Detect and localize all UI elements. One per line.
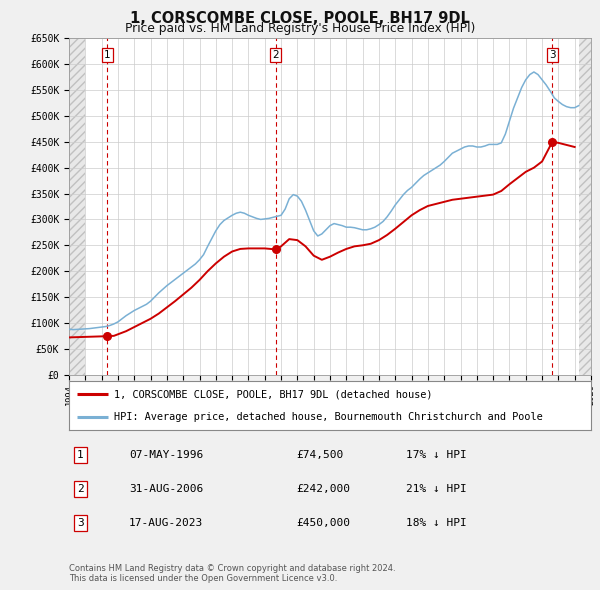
Text: 2: 2 (272, 50, 279, 60)
Text: 1: 1 (104, 50, 110, 60)
Text: £242,000: £242,000 (296, 484, 350, 494)
Bar (579, 38, 591, 375)
Text: 1, CORSCOMBE CLOSE, POOLE, BH17 9DL (detached house): 1, CORSCOMBE CLOSE, POOLE, BH17 9DL (det… (115, 389, 433, 399)
Text: 1, CORSCOMBE CLOSE, POOLE, BH17 9DL: 1, CORSCOMBE CLOSE, POOLE, BH17 9DL (130, 11, 470, 25)
Text: 2: 2 (77, 484, 84, 494)
Text: 17-AUG-2023: 17-AUG-2023 (129, 518, 203, 528)
Text: Contains HM Land Registry data © Crown copyright and database right 2024.
This d: Contains HM Land Registry data © Crown c… (69, 563, 395, 583)
Text: £74,500: £74,500 (296, 450, 343, 460)
Text: 3: 3 (77, 518, 84, 528)
Text: 31-AUG-2006: 31-AUG-2006 (129, 484, 203, 494)
Text: 07-MAY-1996: 07-MAY-1996 (129, 450, 203, 460)
Bar (69, 38, 85, 375)
Text: 18% ↓ HPI: 18% ↓ HPI (406, 518, 466, 528)
Text: £450,000: £450,000 (296, 518, 350, 528)
Text: 17% ↓ HPI: 17% ↓ HPI (406, 450, 466, 460)
Text: HPI: Average price, detached house, Bournemouth Christchurch and Poole: HPI: Average price, detached house, Bour… (115, 412, 543, 422)
Text: 21% ↓ HPI: 21% ↓ HPI (406, 484, 466, 494)
Text: Price paid vs. HM Land Registry's House Price Index (HPI): Price paid vs. HM Land Registry's House … (125, 22, 475, 35)
Text: 3: 3 (549, 50, 556, 60)
Text: 1: 1 (77, 450, 84, 460)
